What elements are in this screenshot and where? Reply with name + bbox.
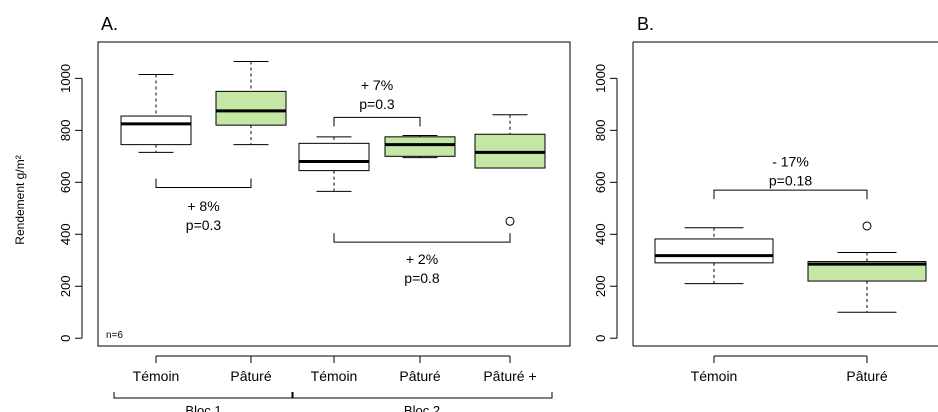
x-tick-label: Pâturé [399,368,440,384]
group-bracket [291,392,553,399]
box-iqr [654,238,774,264]
panel-b-title: B. [637,14,654,34]
comparison-bracket [713,189,868,200]
comparison-bracket [333,233,511,243]
box-iqr [120,115,192,146]
comparison-bracket [333,116,421,127]
panel-b: B. 0 200 400 600 800 1000 Témoin Pâturé - 17% p=0… [593,14,938,384]
x-tick-label: Témoin [311,368,358,384]
box-iqr [298,142,370,172]
group-label: Bloc 2 [404,403,440,412]
y-tick-label: 400 [58,223,73,245]
y-tick-label: 0 [58,335,73,342]
comparison-pvalue-label: p=0.3 [359,96,395,112]
y-tick-label: 600 [593,171,608,193]
outlier-point [862,221,872,231]
comparison-change-label: - 17% [772,154,809,170]
comparison-bracket [155,178,252,189]
comparison-pvalue-label: p=0.8 [404,270,440,286]
panel-a-title: A. [101,14,118,34]
y-axis-label: Rendement g/m² [13,155,27,244]
x-tick-label: Témoin [133,368,180,384]
y-tick-label: 1000 [593,64,608,93]
x-tick-label: Pâturé [230,368,271,384]
x-tick-label: Témoin [691,368,738,384]
y-tick-label: 800 [58,119,73,141]
y-tick-label: 800 [593,119,608,141]
panel-a: A. n=6 0 200 400 600 800 1000 Témoin Pâturé Témo… [58,14,571,412]
sample-size-note: n=6 [106,330,123,341]
comparison-pvalue-label: p=0.3 [186,217,222,233]
comparison-change-label: + 8% [187,198,219,214]
comparison-change-label: + 7% [361,77,393,93]
y-tick-label: 0 [593,335,608,342]
group-bracket [113,392,294,399]
comparison-pvalue-label: p=0.18 [769,173,812,189]
x-tick-label: Pâturé [846,368,887,384]
y-tick-label: 200 [593,275,608,297]
panel-a-frame [97,41,571,347]
box-iqr [215,90,287,126]
x-tick-label: Pâturé + [483,368,536,384]
y-tick-label: 400 [593,223,608,245]
outlier-point [505,216,515,226]
y-tick-label: 1000 [58,64,73,93]
y-tick-label: 200 [58,275,73,297]
comparison-change-label: + 2% [406,251,438,267]
y-tick-label: 600 [58,171,73,193]
group-label: Bloc 1 [185,403,221,412]
box-iqr [384,136,456,157]
box-iqr [807,261,927,282]
